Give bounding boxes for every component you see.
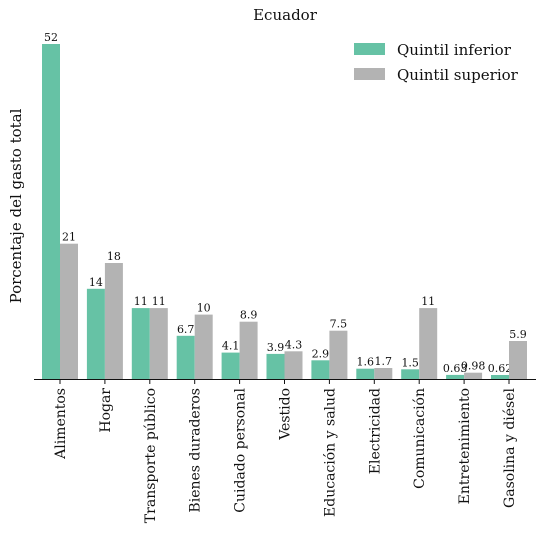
x-tick-label-cuidado-personal: Cuidado personal	[233, 387, 249, 512]
data-label-quintil-superior-entretenimiento: 0.98	[461, 360, 486, 373]
bar-quintil-inferior-transporte-publico	[131, 308, 150, 379]
data-label-quintil-superior-transporte-publico: 11	[152, 295, 166, 308]
data-label-quintil-superior-cuidado-personal: 8.9	[240, 309, 258, 322]
legend-label-quintil-superior: Quintil superior	[397, 66, 519, 84]
bar-quintil-superior-electricidad	[374, 368, 393, 379]
legend-swatch-quintil-superior	[354, 68, 385, 80]
bar-quintil-superior-cuidado-personal	[239, 321, 258, 379]
bar-quintil-inferior-alimentos	[42, 44, 60, 379]
x-tick-label-vestido: Vestido	[278, 388, 294, 441]
data-label-quintil-inferior-electricidad: 1.6	[357, 356, 375, 369]
x-tick-label-alimentos: Alimentos	[53, 388, 69, 460]
data-label-quintil-superior-electricidad: 1.7	[375, 355, 393, 368]
x-tick-label-educacion-y-salud: Educación y salud	[322, 388, 338, 517]
bar-quintil-superior-entretenimiento	[464, 372, 483, 379]
bar-quintil-inferior-gasolina-y-diesel	[491, 375, 509, 379]
data-label-quintil-inferior-gasolina-y-diesel: 0.62	[488, 362, 513, 375]
bar-quintil-inferior-comunicacion	[401, 369, 420, 379]
data-label-quintil-inferior-educacion-y-salud: 2.9	[312, 347, 330, 360]
data-label-quintil-superior-alimentos: 21	[62, 231, 76, 244]
data-label-quintil-inferior-vestido: 3.9	[267, 341, 285, 354]
legend: Quintil inferior Quintil superior	[354, 41, 519, 84]
data-label-quintil-superior-vestido: 4.3	[285, 338, 303, 351]
bar-quintil-superior-transporte-publico	[149, 308, 168, 379]
chart-title: Ecuador	[253, 6, 318, 24]
bar-quintil-superior-alimentos	[60, 243, 78, 379]
data-label-quintil-superior-gasolina-y-diesel: 5.9	[509, 328, 527, 341]
data-label-quintil-inferior-entretenimiento: 0.63	[443, 362, 468, 375]
data-label-quintil-inferior-alimentos: 52	[44, 31, 58, 44]
bar-quintil-superior-hogar	[104, 263, 123, 379]
data-label-quintil-inferior-comunicacion: 1.5	[401, 356, 419, 369]
x-tick-label-transporte-publico: Transporte público	[143, 388, 159, 523]
bar-quintil-superior-educacion-y-salud	[329, 330, 348, 379]
bar-quintil-inferior-entretenimiento	[446, 374, 465, 379]
plot-area: 52 21 Alimentos 14 18 Hogar 11 11 Transporte púb…	[42, 31, 527, 523]
bar-quintil-superior-gasolina-y-diesel	[509, 341, 527, 379]
data-label-quintil-inferior-transporte-publico: 11	[134, 295, 148, 308]
bar-quintil-inferior-vestido	[266, 353, 285, 379]
bar-quintil-inferior-bienes-duraderos	[176, 335, 195, 379]
legend-swatch-quintil-inferior	[354, 43, 385, 55]
x-tick-label-electricidad: Electricidad	[367, 388, 383, 474]
legend-label-quintil-inferior: Quintil inferior	[397, 41, 512, 59]
x-tick-label-gasolina-y-diesel: Gasolina y diésel	[502, 387, 518, 507]
x-tick-label-entretenimiento: Entretenimiento	[457, 388, 473, 504]
data-label-quintil-superior-comunicacion: 11	[421, 295, 435, 308]
data-label-quintil-superior-hogar: 18	[107, 250, 121, 263]
x-tick-label-hogar: Hogar	[98, 388, 114, 433]
bar-quintil-superior-bienes-duraderos	[194, 314, 213, 379]
data-label-quintil-superior-educacion-y-salud: 7.5	[330, 318, 348, 331]
data-label-quintil-inferior-bienes-duraderos: 6.7	[177, 323, 195, 336]
bar-quintil-inferior-cuidado-personal	[221, 352, 240, 379]
bar-quintil-inferior-electricidad	[356, 368, 375, 379]
data-label-quintil-inferior-hogar: 14	[89, 276, 103, 289]
data-label-quintil-superior-bienes-duraderos: 10	[197, 302, 211, 315]
y-axis-label: Porcentaje del gasto total	[7, 108, 25, 303]
x-tick-label-comunicacion: Comunicación	[412, 388, 428, 489]
bar-quintil-superior-comunicacion	[419, 308, 438, 379]
bar-quintil-inferior-educacion-y-salud	[311, 360, 330, 379]
bar-quintil-superior-vestido	[284, 351, 303, 379]
x-tick-label-bienes-duraderos: Bienes duraderos	[188, 388, 204, 513]
data-label-quintil-inferior-cuidado-personal: 4.1	[222, 340, 240, 353]
bar-quintil-inferior-hogar	[86, 288, 105, 379]
